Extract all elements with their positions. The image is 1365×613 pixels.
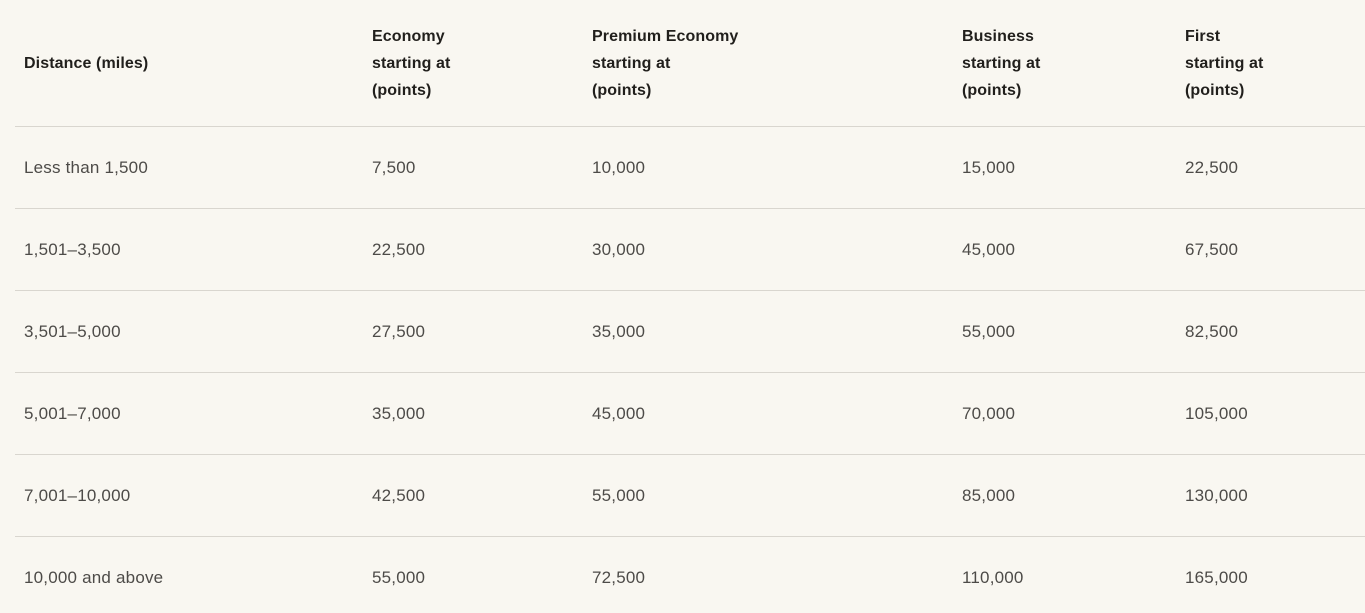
cell-economy: 27,500 [372, 321, 426, 341]
cell-business: 85,000 [962, 485, 1016, 505]
cell-economy: 35,000 [372, 403, 426, 423]
cell-first: 130,000 [1185, 485, 1248, 505]
cell-business: 15,000 [962, 157, 1016, 177]
table-row: 1,501–3,500 22,500 30,000 45,000 67,500 [15, 209, 1365, 291]
column-header-first: First starting at (points) [1185, 27, 1264, 99]
cell-business: 110,000 [962, 568, 1024, 587]
cell-premium_economy: 35,000 [592, 321, 646, 341]
cell-premium_economy: 30,000 [592, 239, 646, 259]
cell-premium_economy: 55,000 [592, 485, 646, 505]
cell-premium_economy: 10,000 [592, 157, 646, 177]
cell-distance: 10,000 and above [24, 568, 164, 587]
cell-business: 55,000 [962, 321, 1016, 341]
cell-business: 70,000 [962, 403, 1016, 423]
cell-distance: Less than 1,500 [24, 157, 148, 177]
table-row: 7,001–10,000 42,500 55,000 85,000 130,000 [15, 455, 1365, 537]
table-row: Less than 1,500 7,500 10,000 15,000 22,500 [15, 127, 1365, 209]
cell-premium_economy: 45,000 [592, 403, 646, 423]
table-body: Less than 1,500 7,500 10,000 15,000 22,500 1,… [0, 127, 1365, 613]
table-row: 3,501–5,000 27,500 35,000 55,000 82,500 [15, 291, 1365, 373]
cell-business: 45,000 [962, 239, 1016, 259]
cell-economy: 7,500 [372, 157, 416, 177]
column-header-distance: Distance (miles) [24, 54, 149, 72]
cell-first: 22,500 [1185, 157, 1239, 177]
cell-first: 165,000 [1185, 568, 1248, 587]
column-header-economy: Economy starting at (points) [372, 27, 451, 99]
cell-premium_economy: 72,500 [592, 568, 646, 587]
cell-first: 82,500 [1185, 321, 1239, 341]
table-row: 5,001–7,000 35,000 45,000 70,000 105,000 [15, 373, 1365, 455]
cell-first: 105,000 [1185, 403, 1248, 423]
cell-economy: 42,500 [372, 485, 426, 505]
cell-distance: 3,501–5,000 [24, 321, 121, 341]
cell-economy: 22,500 [372, 239, 426, 259]
cell-first: 67,500 [1185, 239, 1239, 259]
cell-distance: 5,001–7,000 [24, 403, 121, 423]
cell-distance: 1,501–3,500 [24, 239, 121, 259]
table-row: 10,000 and above 55,000 72,500 110,000 165,0… [15, 537, 1365, 613]
column-header-business: Business starting at (points) [962, 27, 1041, 99]
table-header-row: Distance (miles) Economy starting at (poi… [15, 0, 1365, 127]
cell-distance: 7,001–10,000 [24, 485, 131, 505]
column-header-premium_economy: Premium Economy starting at (points) [592, 27, 739, 99]
cell-economy: 55,000 [372, 568, 426, 587]
